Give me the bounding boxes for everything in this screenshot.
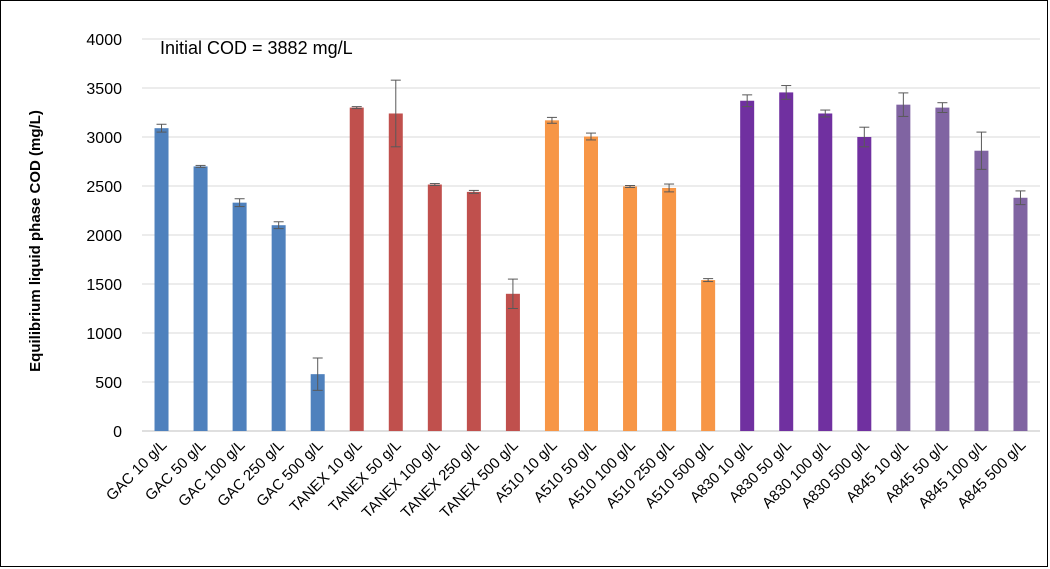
bar <box>193 166 208 431</box>
bar <box>896 104 911 431</box>
error-bar <box>859 126 870 148</box>
bar <box>427 184 442 431</box>
y-tick-label: 2500 <box>86 179 122 196</box>
bar <box>349 107 364 431</box>
error-bar <box>898 92 909 117</box>
x-tick-label: A845 500 g/L <box>954 437 1029 512</box>
error-bar <box>586 132 596 141</box>
y-tick-label: 3000 <box>86 130 122 147</box>
error-bar <box>625 185 636 188</box>
error-bar <box>234 198 245 208</box>
y-tick-label: 3500 <box>86 81 122 98</box>
bar <box>544 120 559 431</box>
error-bar <box>468 189 479 194</box>
bar <box>974 150 989 431</box>
bar <box>740 100 755 432</box>
y-tick-label: 1000 <box>86 326 122 343</box>
error-bar <box>781 85 792 100</box>
error-bar <box>546 116 557 124</box>
bar <box>505 293 520 431</box>
bar <box>154 128 169 431</box>
bar <box>466 191 481 431</box>
initial-cod-annotation: Initial COD = 3882 mg/L <box>160 38 353 58</box>
error-bar <box>429 183 440 187</box>
error-bar <box>820 109 831 118</box>
error-bar <box>507 278 518 309</box>
bar <box>623 186 638 431</box>
error-bar <box>273 221 284 230</box>
bar <box>310 374 325 431</box>
bar <box>701 280 716 431</box>
error-bar <box>976 131 987 170</box>
bar <box>271 225 286 431</box>
y-tick-label: 1500 <box>86 277 122 294</box>
error-bar <box>195 164 206 168</box>
bar <box>1013 197 1028 431</box>
bar <box>857 137 872 431</box>
bar <box>779 92 794 431</box>
error-bar <box>312 357 323 391</box>
error-bar <box>664 183 675 193</box>
error-bar <box>390 79 401 148</box>
bar <box>818 113 833 431</box>
error-bar <box>156 123 167 133</box>
error-bar <box>1015 190 1026 206</box>
bar <box>232 202 247 431</box>
bars <box>154 92 1028 432</box>
y-tick-label: 0 <box>113 424 122 441</box>
y-tick-label: 500 <box>95 375 122 392</box>
bar <box>935 107 950 431</box>
y-axis-ticks: 0 500 1000 1500 2000 2500 3000 3500 4000 <box>86 32 122 441</box>
error-bar <box>937 102 948 113</box>
bar <box>584 136 598 431</box>
error-bars <box>156 79 1026 391</box>
y-tick-label: 4000 <box>86 32 122 49</box>
error-bar <box>742 94 753 108</box>
error-bar <box>703 278 714 283</box>
bar <box>662 187 677 431</box>
error-bar <box>351 106 362 110</box>
bar <box>388 113 403 431</box>
y-axis-label: Equilibrium liquid phase COD (mg/L) <box>27 110 44 372</box>
y-tick-label: 2000 <box>86 228 122 245</box>
